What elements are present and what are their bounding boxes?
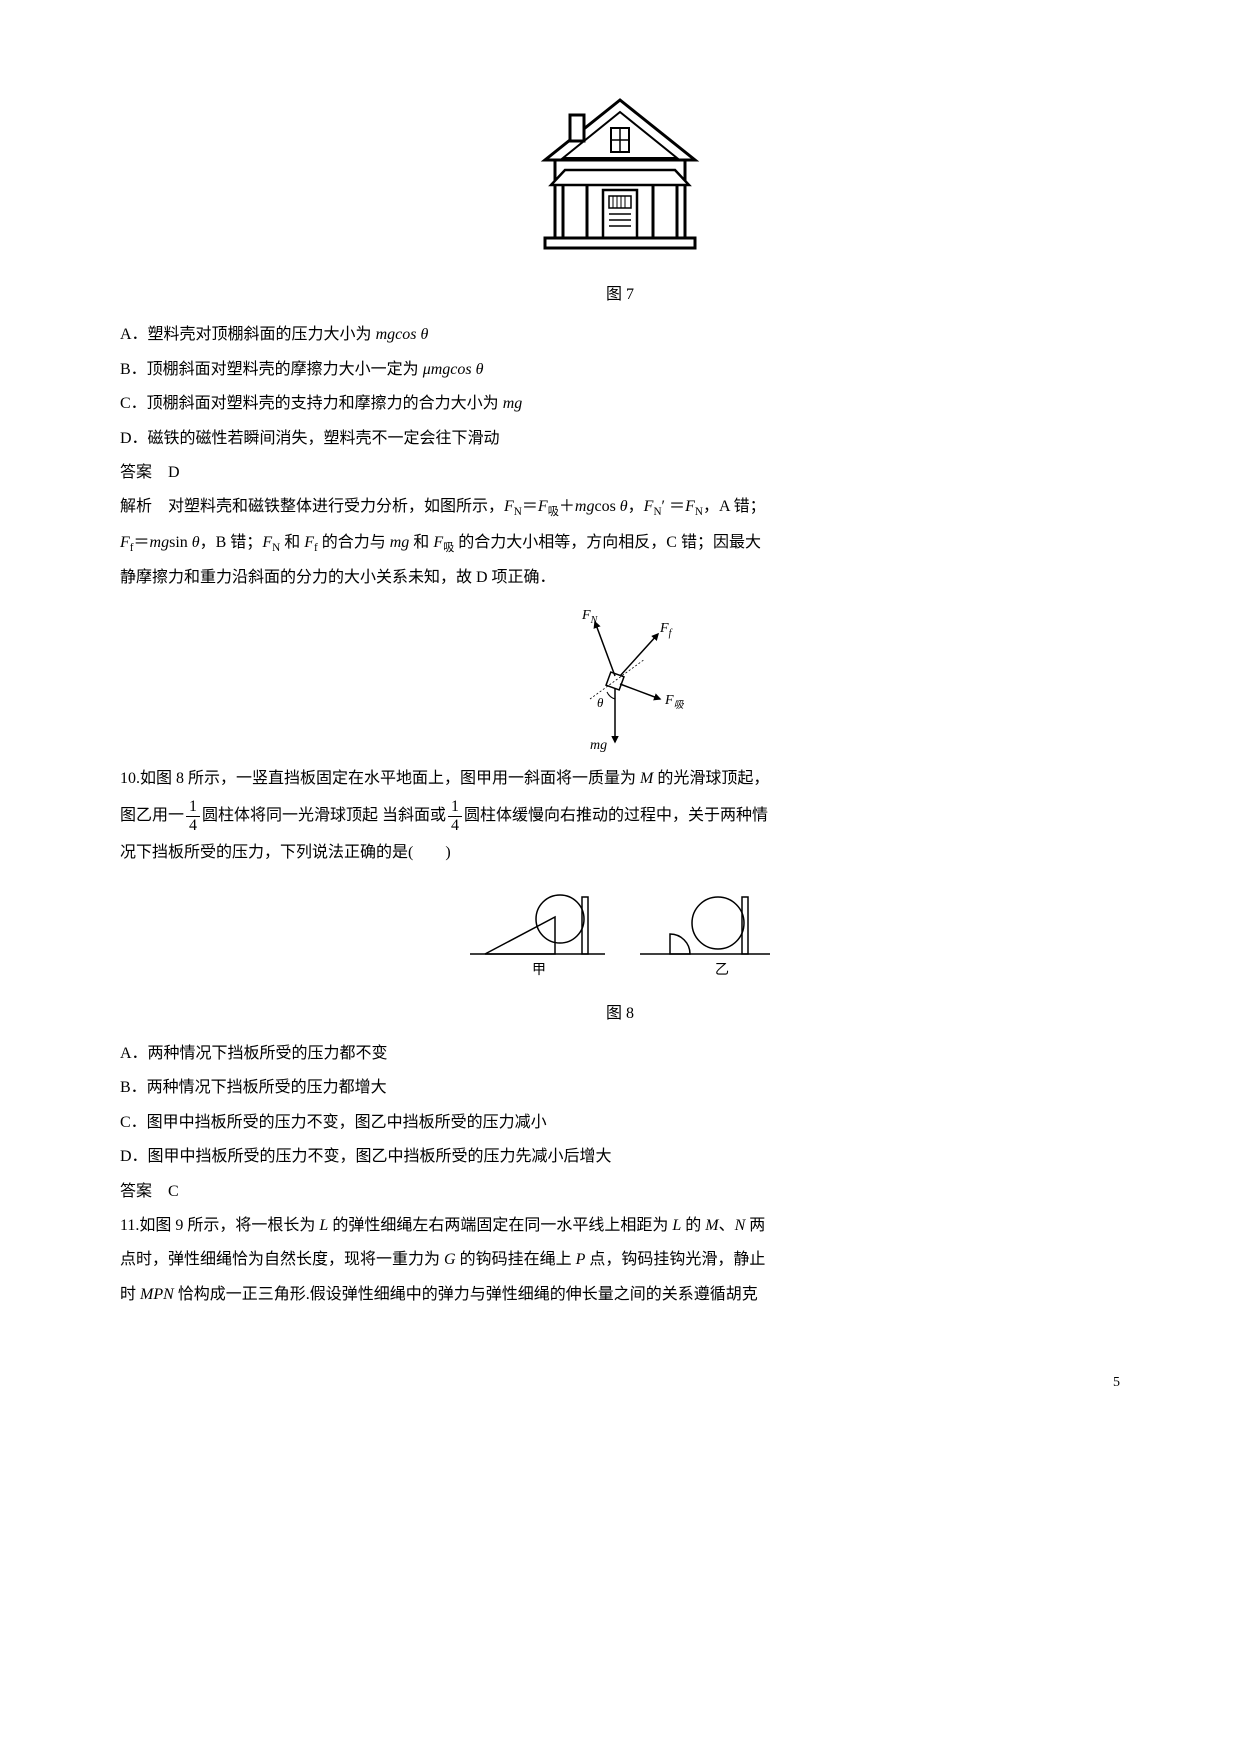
page-number: 5: [120, 1370, 1120, 1397]
option-d: D．磁铁的磁性若瞬间消失，塑料壳不一定会往下滑动: [120, 424, 1120, 454]
q11-stem-3: 时 MPN 恰构成一正三角形.假设弹性细绳中的弹力与弹性细绳的伸长量之间的关系遵…: [120, 1280, 1120, 1310]
force-diagram: FN Ff F吸 mg θ: [120, 604, 1120, 754]
explanation-line-2: Ff＝mgsin θ，B 错；FN 和 Ff 的合力与 mg 和 F吸 的合力大…: [120, 528, 1120, 559]
q11-stem-1: 11.如图 9 所示，将一根长为 L 的弹性细绳左右两端固定在同一水平线上相距为…: [120, 1211, 1120, 1241]
explanation-line-3: 静摩擦力和重力沿斜面的分力的大小关系未知，故 D 项正确．: [120, 563, 1120, 593]
q10-option-b: B．两种情况下挡板所受的压力都增大: [120, 1073, 1120, 1103]
q10-stem-3: 况下挡板所受的压力，下列说法正确的是( ): [120, 838, 1120, 868]
svg-text:Ff: Ff: [659, 621, 673, 639]
option-b: B．顶棚斜面对塑料壳的摩擦力大小一定为 μmgcos θ: [120, 355, 1120, 385]
svg-text:F吸: F吸: [664, 693, 685, 711]
svg-text:乙: 乙: [715, 962, 729, 978]
house-diagram: [525, 90, 715, 270]
q11-stem-2: 点时，弹性细绳恰为自然长度，现将一重力为 G 的钩码挂在绳上 P 点，钩码挂钩光…: [120, 1245, 1120, 1275]
svg-text:甲: 甲: [532, 963, 546, 978]
q10-option-d: D．图甲中挡板所受的压力不变，图乙中挡板所受的压力先减小后增大: [120, 1142, 1120, 1172]
figure-8-caption: 图 8: [120, 999, 1120, 1029]
figure-8: 甲 乙: [120, 879, 1120, 989]
q10-stem-2: 图乙用一14圆柱体将同一光滑球顶起 当斜面或14圆柱体缓慢向右推动的过程中，关于…: [120, 798, 1120, 834]
option-a: A．塑料壳对顶棚斜面的压力大小为 mgcos θ: [120, 320, 1120, 350]
q10-option-a: A．两种情况下挡板所受的压力都不变: [120, 1039, 1120, 1069]
q10-stem-1: 10.如图 8 所示，一竖直挡板固定在水平地面上，图甲用一斜面将一质量为 M 的…: [120, 764, 1120, 794]
svg-text:FN: FN: [581, 608, 599, 626]
svg-text:θ: θ: [597, 695, 604, 710]
answer-9: 答案 D: [120, 458, 1120, 488]
q10-option-c: C．图甲中挡板所受的压力不变，图乙中挡板所受的压力减小: [120, 1108, 1120, 1138]
figure-7: [120, 90, 1120, 270]
figure-7-caption: 图 7: [120, 280, 1120, 310]
option-c: C．顶棚斜面对塑料壳的支持力和摩擦力的合力大小为 mg: [120, 389, 1120, 419]
svg-text:mg: mg: [590, 738, 607, 753]
explanation-line-1: 解析 对塑料壳和磁铁整体进行受力分析，如图所示，FN＝F吸＋mgcos θ，FN…: [120, 492, 1120, 523]
q10-answer: 答案 C: [120, 1177, 1120, 1207]
